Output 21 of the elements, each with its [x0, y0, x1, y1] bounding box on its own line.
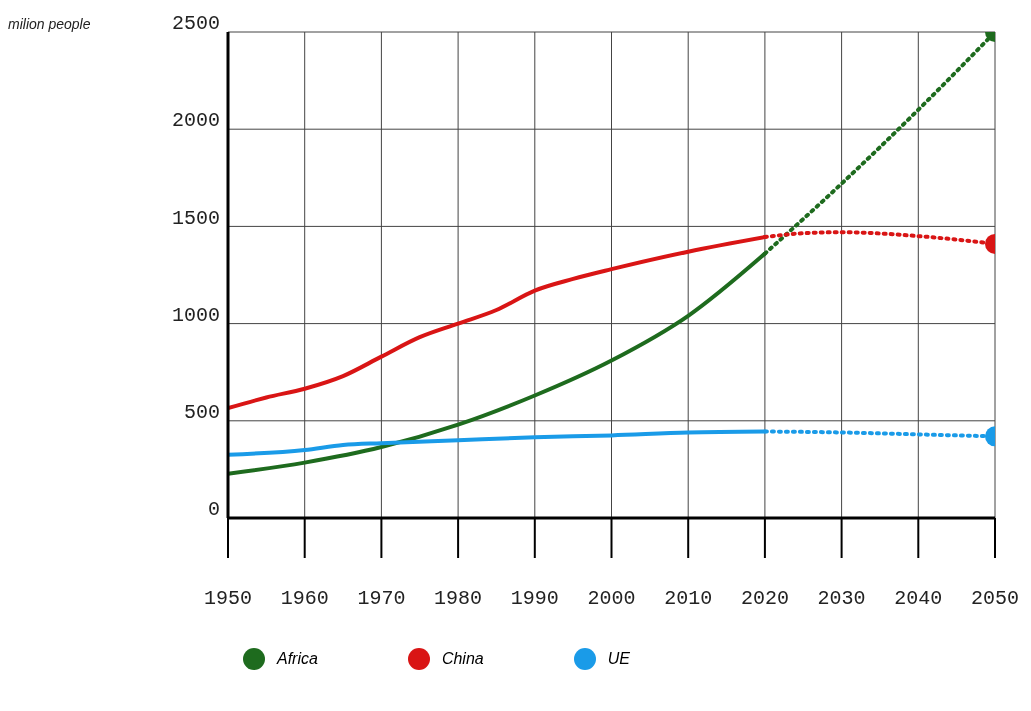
x-tick-label: 1950	[203, 587, 253, 611]
x-tick-label: 1990	[510, 587, 559, 611]
x-tick-label: 1980	[434, 587, 483, 611]
y-tick-label: 2000	[171, 109, 220, 133]
y-tick-label: 0	[207, 498, 220, 522]
x-tick-label: 2040	[894, 587, 943, 611]
x-tick-label: 2050	[970, 587, 1020, 611]
text: milion people	[8, 16, 91, 32]
y-tick-label: 1000	[171, 303, 220, 327]
y-tick-label: 500	[183, 400, 220, 424]
x-tick-label: 2030	[817, 587, 866, 611]
x-tick-label: 2020	[740, 587, 789, 611]
y-tick-label: 2500	[171, 12, 220, 36]
x-tick-label: 2010	[664, 587, 713, 611]
y-tick-label: 1500	[171, 206, 220, 230]
legend-label: UE	[607, 650, 630, 668]
x-tick-label: 2000	[587, 587, 636, 611]
legend-label: China	[441, 650, 484, 668]
x-tick-label: 1970	[357, 587, 406, 611]
legend-label: Africa	[277, 650, 318, 668]
x-tick-label: 1960	[280, 587, 329, 611]
